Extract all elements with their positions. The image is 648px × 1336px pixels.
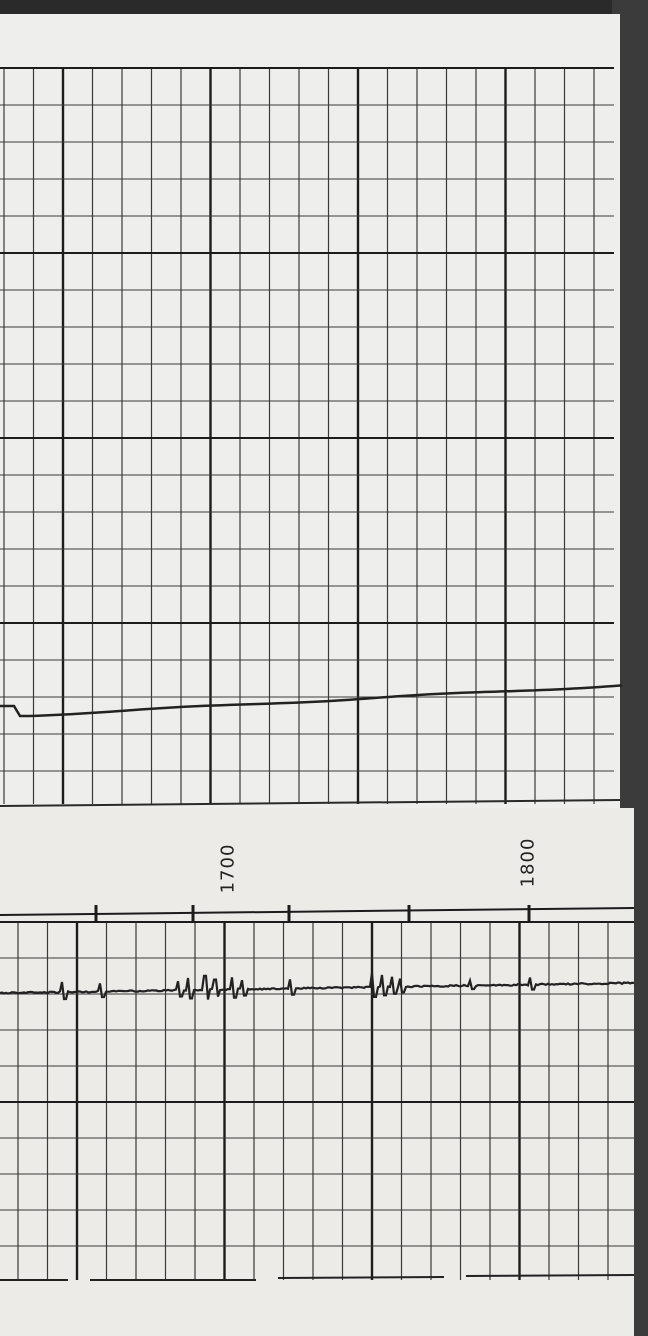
lower-paper-strip [0, 808, 634, 1336]
tick-label-1800: 1800 [517, 838, 538, 888]
bottom-edge-segment [466, 1275, 634, 1276]
bottom-edge-segment [278, 1277, 444, 1278]
tick-label-1700: 1700 [217, 844, 238, 894]
top-edge [0, 0, 648, 14]
